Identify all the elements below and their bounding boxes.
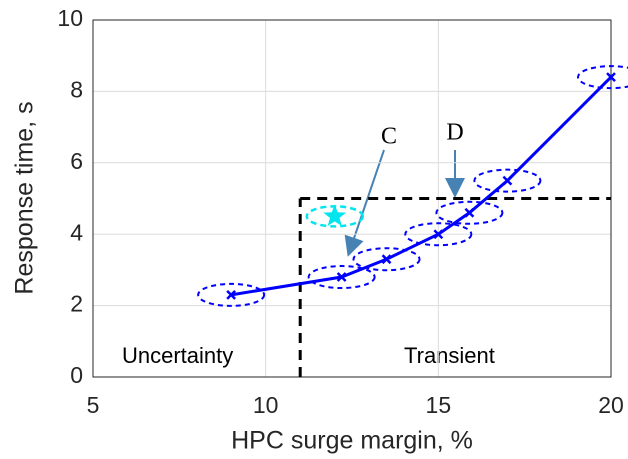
data-point: [606, 72, 616, 83]
uncertainty-ellipse: [435, 200, 504, 225]
x-axis-label: HPC surge margin, %: [231, 427, 473, 455]
x-tick-label: 5: [87, 392, 100, 418]
uncertainty-ellipse: [473, 168, 542, 193]
uncertainty-ellipse: [577, 65, 628, 90]
data-point: [226, 290, 237, 300]
annotation: C: [381, 124, 397, 150]
y-tick-label: 6: [70, 148, 83, 174]
data-line: [230, 76, 613, 297]
uncertainty-ellipse: [307, 265, 376, 290]
y-tick-label: 0: [70, 362, 83, 388]
y-tick-label: 8: [70, 76, 83, 102]
highlight-point: [323, 204, 347, 227]
data-point: [381, 254, 392, 265]
data-point: [433, 229, 444, 240]
y-tick-label: 4: [70, 219, 83, 245]
data-point: [502, 175, 513, 186]
annotation: D: [446, 120, 463, 146]
data-point: [464, 207, 475, 218]
uncertainty-ellipse: [197, 282, 266, 307]
annotation: Uncertainty: [122, 343, 233, 368]
data-point: [336, 272, 347, 282]
x-tick-label: 15: [426, 392, 452, 418]
annotation: Transient: [404, 343, 495, 368]
uncertainty-ellipse: [404, 222, 473, 247]
x-tick-label: 10: [253, 392, 279, 418]
arrow: [344, 149, 385, 257]
y-tick-label: 2: [70, 291, 83, 317]
x-tick-label: 20: [598, 392, 624, 418]
uncertainty-ellipse: [352, 247, 421, 272]
y-axis-label: Response time, s: [11, 101, 39, 294]
y-tick-label: 10: [57, 5, 83, 31]
